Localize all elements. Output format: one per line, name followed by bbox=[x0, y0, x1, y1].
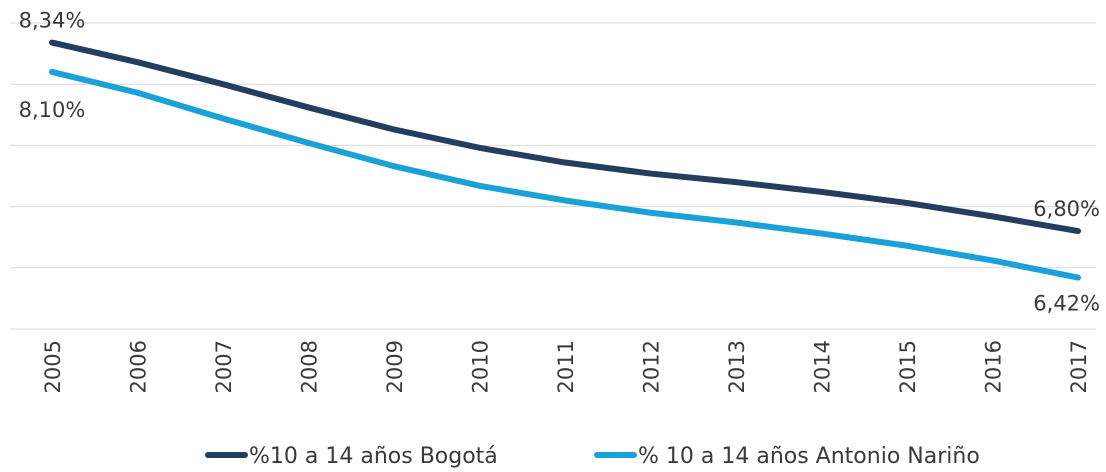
data-label: 6,42% bbox=[1033, 292, 1100, 316]
x-tick-label: 2009 bbox=[383, 340, 407, 393]
x-tick-label: 2007 bbox=[212, 340, 236, 393]
x-tick-label: 2012 bbox=[640, 340, 664, 393]
x-tick-label: 2005 bbox=[41, 340, 65, 393]
x-tick-label: 2014 bbox=[811, 340, 835, 393]
x-tick-label: 2011 bbox=[554, 340, 578, 393]
x-tick-label: 2017 bbox=[1067, 340, 1091, 393]
legend-label: % 10 a 14 años Antonio Nariño bbox=[638, 444, 980, 469]
line-series bbox=[49, 68, 1081, 281]
x-tick-label: 2013 bbox=[725, 340, 749, 393]
x-tick-label: 2015 bbox=[896, 340, 920, 393]
data-label: 8,10% bbox=[19, 98, 86, 122]
legend-label: %10 a 14 años Bogotá bbox=[249, 444, 498, 469]
x-tick-label: 2010 bbox=[469, 340, 493, 393]
data-label: 8,34% bbox=[19, 9, 86, 33]
data-label: 6,80% bbox=[1033, 197, 1100, 221]
x-tick-label: 2016 bbox=[982, 340, 1006, 393]
x-tick-label: 2006 bbox=[127, 340, 151, 393]
line-series bbox=[49, 39, 1081, 235]
x-tick-label: 2008 bbox=[298, 340, 322, 393]
